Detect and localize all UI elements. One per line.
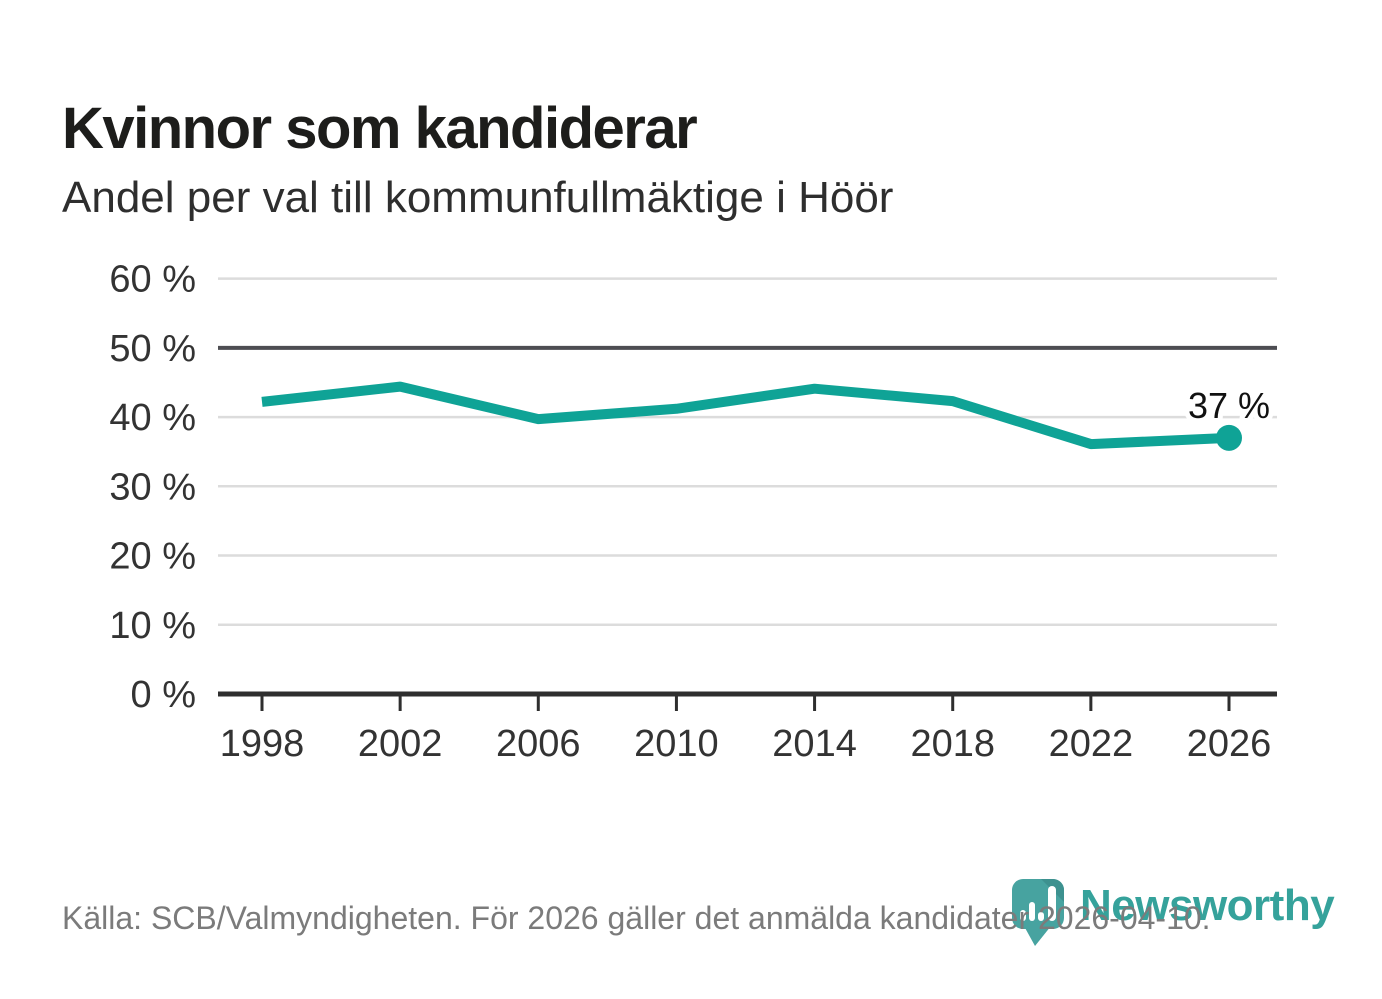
x-axis-tick-label: 2006 (496, 723, 581, 765)
x-axis-tick-label: 2026 (1187, 723, 1272, 765)
chart-title: Kvinnor som kandiderar (62, 95, 698, 161)
y-axis-tick-label: 20 % (109, 536, 196, 578)
y-axis-tick-label: 0 % (131, 674, 196, 716)
data-line (261, 381, 1230, 450)
newsworthy-speech-bubble-bar-chart-icon (1012, 879, 1064, 946)
x-axis-tick-label: 2022 (1049, 723, 1134, 765)
x-axis-tick-label: 1998 (220, 723, 305, 765)
source-note: Källa: SCB/Valmyndigheten. För 2026 gäll… (62, 900, 1211, 936)
y-axis-tick-label: 60 % (109, 259, 196, 301)
newsworthy-wordmark: Newsworthy (1080, 881, 1335, 930)
end-point-marker (1216, 424, 1242, 451)
y-axis-tick-label: 50 % (109, 328, 196, 370)
end-value-label: 37 % (1188, 385, 1270, 426)
x-axis-tick-label: 2002 (358, 723, 443, 765)
x-axis-tick-label: 2010 (634, 723, 719, 765)
x-axis-tick-label: 2014 (772, 723, 857, 765)
chart-subtitle: Andel per val till kommunfullmäktige i H… (62, 173, 894, 222)
y-axis-tick-label: 10 % (109, 605, 196, 647)
y-axis-tick-label: 40 % (109, 397, 196, 439)
x-axis-tick-label: 2018 (910, 723, 995, 765)
y-axis-tick-label: 30 % (109, 466, 196, 508)
newsworthy-logo: Newsworthy (1011, 876, 1335, 948)
